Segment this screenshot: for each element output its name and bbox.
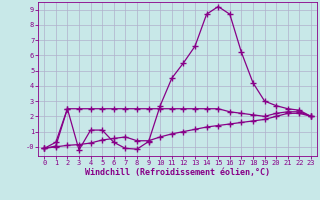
- X-axis label: Windchill (Refroidissement éolien,°C): Windchill (Refroidissement éolien,°C): [85, 168, 270, 177]
